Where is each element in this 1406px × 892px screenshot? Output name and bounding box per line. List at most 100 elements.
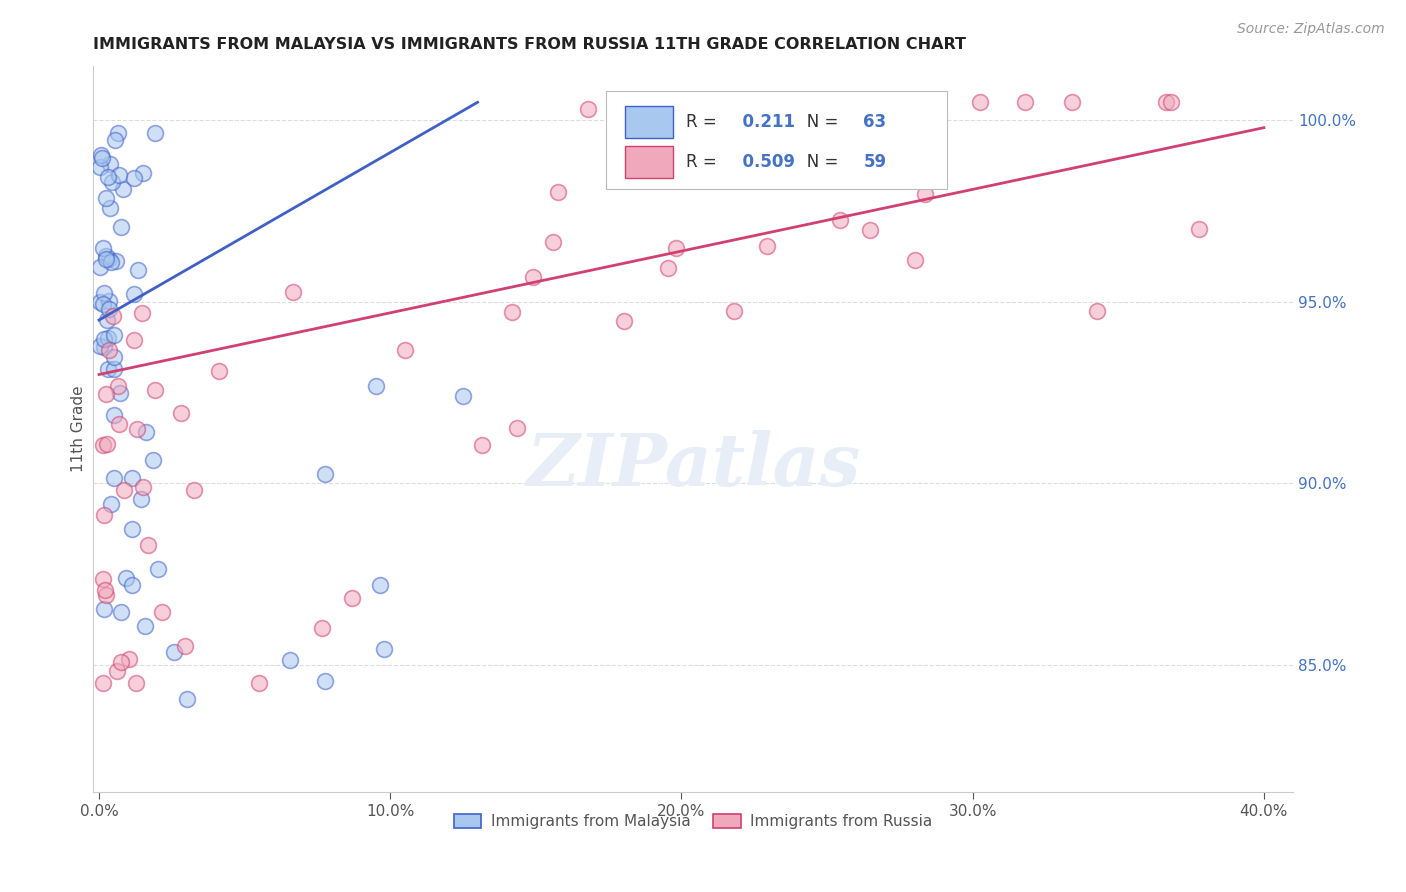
Point	[93, 508, 115, 523]
Point	[93, 340, 115, 354]
Point	[122, 171, 145, 186]
Point	[1156, 95, 1178, 110]
Point	[576, 102, 599, 116]
Text: IMMIGRANTS FROM MALAYSIA VS IMMIGRANTS FROM RUSSIA 11TH GRADE CORRELATION CHART: IMMIGRANTS FROM MALAYSIA VS IMMIGRANTS F…	[93, 37, 966, 53]
Point	[98, 343, 121, 357]
Point	[121, 471, 143, 485]
Point	[96, 313, 118, 327]
Point	[859, 223, 882, 237]
Point	[110, 605, 132, 619]
Point	[91, 572, 114, 586]
Point	[103, 409, 125, 423]
Point	[163, 644, 186, 658]
Point	[105, 664, 128, 678]
Point	[787, 96, 810, 111]
Point	[91, 241, 114, 255]
Point	[134, 619, 156, 633]
Point	[183, 483, 205, 497]
Point	[143, 127, 166, 141]
Point	[89, 295, 111, 310]
Point	[394, 343, 416, 357]
Point	[94, 191, 117, 205]
Point	[311, 621, 333, 635]
Point	[114, 571, 136, 585]
Point	[98, 157, 121, 171]
Point	[103, 327, 125, 342]
Point	[127, 422, 149, 436]
Point	[89, 160, 111, 174]
Point	[1087, 303, 1109, 318]
Point	[969, 95, 991, 110]
Point	[830, 213, 852, 227]
Text: Source: ZipAtlas.com: Source: ZipAtlas.com	[1237, 22, 1385, 37]
Point	[91, 438, 114, 452]
Text: ZIPatlas: ZIPatlas	[526, 430, 860, 500]
Text: 59: 59	[863, 153, 887, 170]
Point	[127, 263, 149, 277]
Point	[373, 642, 395, 657]
Point	[281, 285, 304, 299]
Point	[97, 330, 120, 344]
Point	[98, 252, 121, 267]
Point	[103, 471, 125, 485]
Text: 0.211: 0.211	[731, 113, 796, 131]
Point	[132, 480, 155, 494]
Point	[368, 578, 391, 592]
Point	[96, 588, 118, 602]
Point	[104, 254, 127, 268]
Point	[103, 350, 125, 364]
Point	[1160, 95, 1182, 110]
Point	[247, 676, 270, 690]
Point	[522, 269, 544, 284]
Point	[107, 379, 129, 393]
Point	[641, 95, 664, 110]
Point	[98, 293, 121, 308]
Text: R =: R =	[686, 153, 721, 170]
Text: R =: R =	[686, 113, 721, 131]
Point	[150, 605, 173, 619]
Point	[665, 241, 688, 255]
Point	[904, 253, 927, 268]
Point	[94, 250, 117, 264]
Point	[208, 364, 231, 378]
Point	[453, 389, 475, 403]
Point	[1188, 222, 1211, 236]
Point	[93, 285, 115, 300]
Point	[91, 297, 114, 311]
Point	[727, 125, 749, 139]
Point	[107, 126, 129, 140]
Point	[122, 333, 145, 347]
Point	[471, 438, 494, 452]
Point	[104, 133, 127, 147]
Point	[94, 387, 117, 401]
Point	[93, 602, 115, 616]
Y-axis label: 11th Grade: 11th Grade	[72, 385, 86, 472]
Point	[342, 591, 364, 605]
FancyBboxPatch shape	[606, 91, 948, 189]
Point	[146, 561, 169, 575]
Point	[1062, 95, 1084, 110]
Point	[117, 652, 139, 666]
Point	[101, 175, 124, 189]
Point	[91, 676, 114, 690]
Point	[110, 655, 132, 669]
Point	[98, 201, 121, 215]
Point	[755, 239, 778, 253]
Point	[121, 522, 143, 536]
Point	[136, 539, 159, 553]
Point	[142, 452, 165, 467]
Point	[364, 379, 387, 393]
Point	[110, 220, 132, 235]
Point	[111, 182, 134, 196]
Point	[114, 483, 136, 498]
Point	[103, 361, 125, 376]
Point	[108, 417, 131, 431]
Point	[314, 674, 336, 689]
Point	[100, 255, 122, 269]
Point	[506, 420, 529, 434]
Legend: Immigrants from Malaysia, Immigrants from Russia: Immigrants from Malaysia, Immigrants fro…	[449, 808, 938, 835]
Point	[541, 235, 564, 249]
Text: N =: N =	[792, 113, 844, 131]
Point	[101, 309, 124, 323]
Point	[1014, 95, 1036, 110]
